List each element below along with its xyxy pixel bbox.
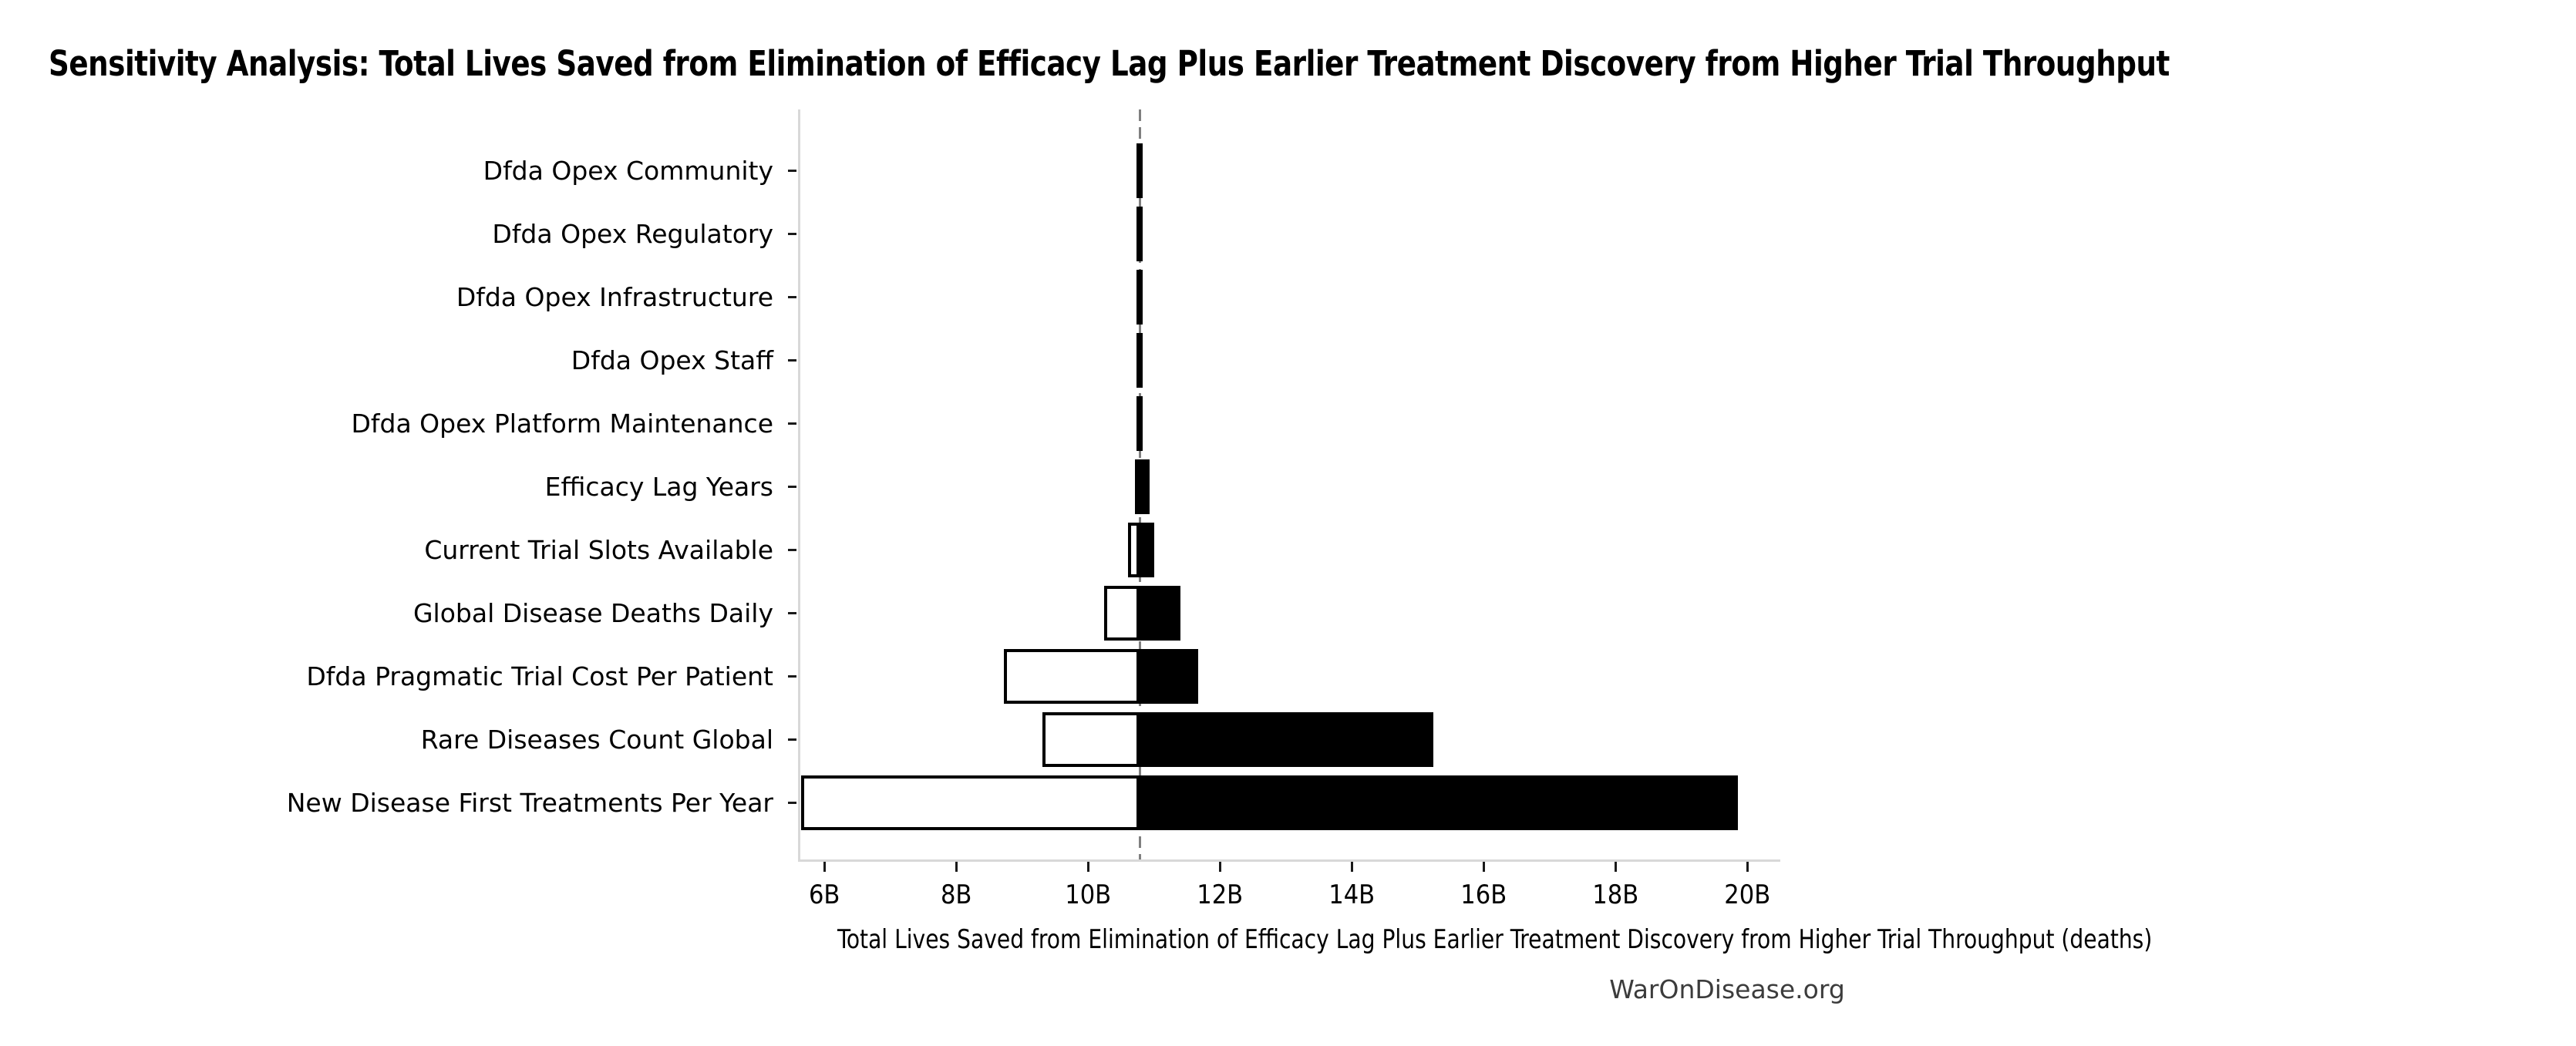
y-tick-mark: [788, 422, 796, 425]
x-tick-label: 6B: [808, 880, 840, 910]
bar-low-segment: [1104, 585, 1140, 641]
bar-row: [800, 143, 1780, 198]
y-tick-mark: [788, 485, 796, 488]
bar-row: [800, 775, 1780, 830]
x-tick-mark: [1482, 862, 1485, 872]
bar-high-segment: [1140, 332, 1143, 388]
y-tick-label: Current Trial Slots Available: [424, 534, 773, 565]
y-tick-label: Dfda Opex Community: [483, 155, 773, 186]
x-axis-label: Total Lives Saved from Elimination of Ef…: [837, 924, 2153, 955]
y-tick-label: Dfda Pragmatic Trial Cost Per Patient: [306, 661, 773, 691]
y-tick-mark: [788, 674, 796, 678]
bar-row: [800, 332, 1780, 388]
y-tick-mark: [788, 232, 796, 235]
bar-high-segment: [1140, 459, 1150, 514]
y-tick-label: Rare Diseases Count Global: [420, 724, 773, 755]
y-tick-mark: [788, 295, 796, 298]
bar-high-segment: [1140, 648, 1198, 704]
x-tick-label: 20B: [1724, 880, 1771, 910]
y-tick-label: Dfda Opex Regulatory: [492, 218, 773, 249]
bar-low-segment: [1136, 143, 1140, 198]
bar-low-segment: [1134, 459, 1140, 514]
bar-row: [800, 711, 1780, 767]
bar-row: [800, 206, 1780, 261]
y-tick-label: New Disease First Treatments Per Year: [286, 787, 773, 818]
x-tick-label: 16B: [1460, 880, 1507, 910]
y-tick-mark: [788, 801, 796, 804]
bar-low-segment: [1136, 395, 1140, 451]
x-tick-label: 8B: [940, 880, 972, 910]
bar-low-segment: [1136, 332, 1140, 388]
x-tick-mark: [1614, 862, 1617, 872]
bar-low-segment: [800, 775, 1140, 830]
bar-high-segment: [1140, 585, 1181, 641]
x-tick-label: 12B: [1197, 880, 1244, 910]
bar-low-segment: [1042, 711, 1140, 767]
bar-row: [800, 269, 1780, 325]
bar-low-segment: [1004, 648, 1140, 704]
y-tick-mark: [788, 738, 796, 741]
y-tick-mark: [788, 548, 796, 551]
bar-high-segment: [1140, 775, 1738, 830]
bar-low-segment: [1136, 269, 1140, 325]
chart-title: Sensitivity Analysis: Total Lives Saved …: [49, 43, 2170, 84]
bar-row: [800, 395, 1780, 451]
bar-row: [800, 522, 1780, 577]
bar-low-segment: [1127, 522, 1140, 577]
bar-row: [800, 585, 1780, 641]
y-tick-label: Global Disease Deaths Daily: [412, 597, 773, 628]
x-tick-mark: [823, 862, 826, 872]
bar-row: [800, 648, 1780, 704]
bar-high-segment: [1140, 711, 1433, 767]
bar-low-segment: [1136, 206, 1140, 261]
y-tick-mark: [788, 358, 796, 362]
y-tick-label: Dfda Opex Infrastructure: [456, 281, 773, 312]
bar-high-segment: [1140, 143, 1143, 198]
x-tick-mark: [1086, 862, 1089, 872]
bar-high-segment: [1140, 206, 1143, 261]
y-tick-label: Dfda Opex Platform Maintenance: [351, 408, 773, 439]
x-tick-mark: [955, 862, 958, 872]
y-tick-label: Dfda Opex Staff: [571, 345, 773, 375]
bar-high-segment: [1140, 522, 1155, 577]
x-tick-label: 10B: [1065, 880, 1112, 910]
x-tick-label: 14B: [1328, 880, 1376, 910]
y-tick-mark: [788, 169, 796, 172]
y-tick-mark: [788, 611, 796, 614]
x-tick-mark: [1350, 862, 1353, 872]
y-tick-label: Efficacy Lag Years: [544, 471, 773, 502]
x-tick-mark: [1746, 862, 1749, 872]
bar-row: [800, 459, 1780, 514]
watermark: WarOnDisease.org: [1609, 974, 1845, 1004]
plot-area: [798, 109, 1780, 862]
bar-high-segment: [1140, 269, 1143, 325]
x-tick-mark: [1218, 862, 1221, 872]
x-tick-label: 18B: [1592, 880, 1639, 910]
bar-high-segment: [1140, 395, 1143, 451]
